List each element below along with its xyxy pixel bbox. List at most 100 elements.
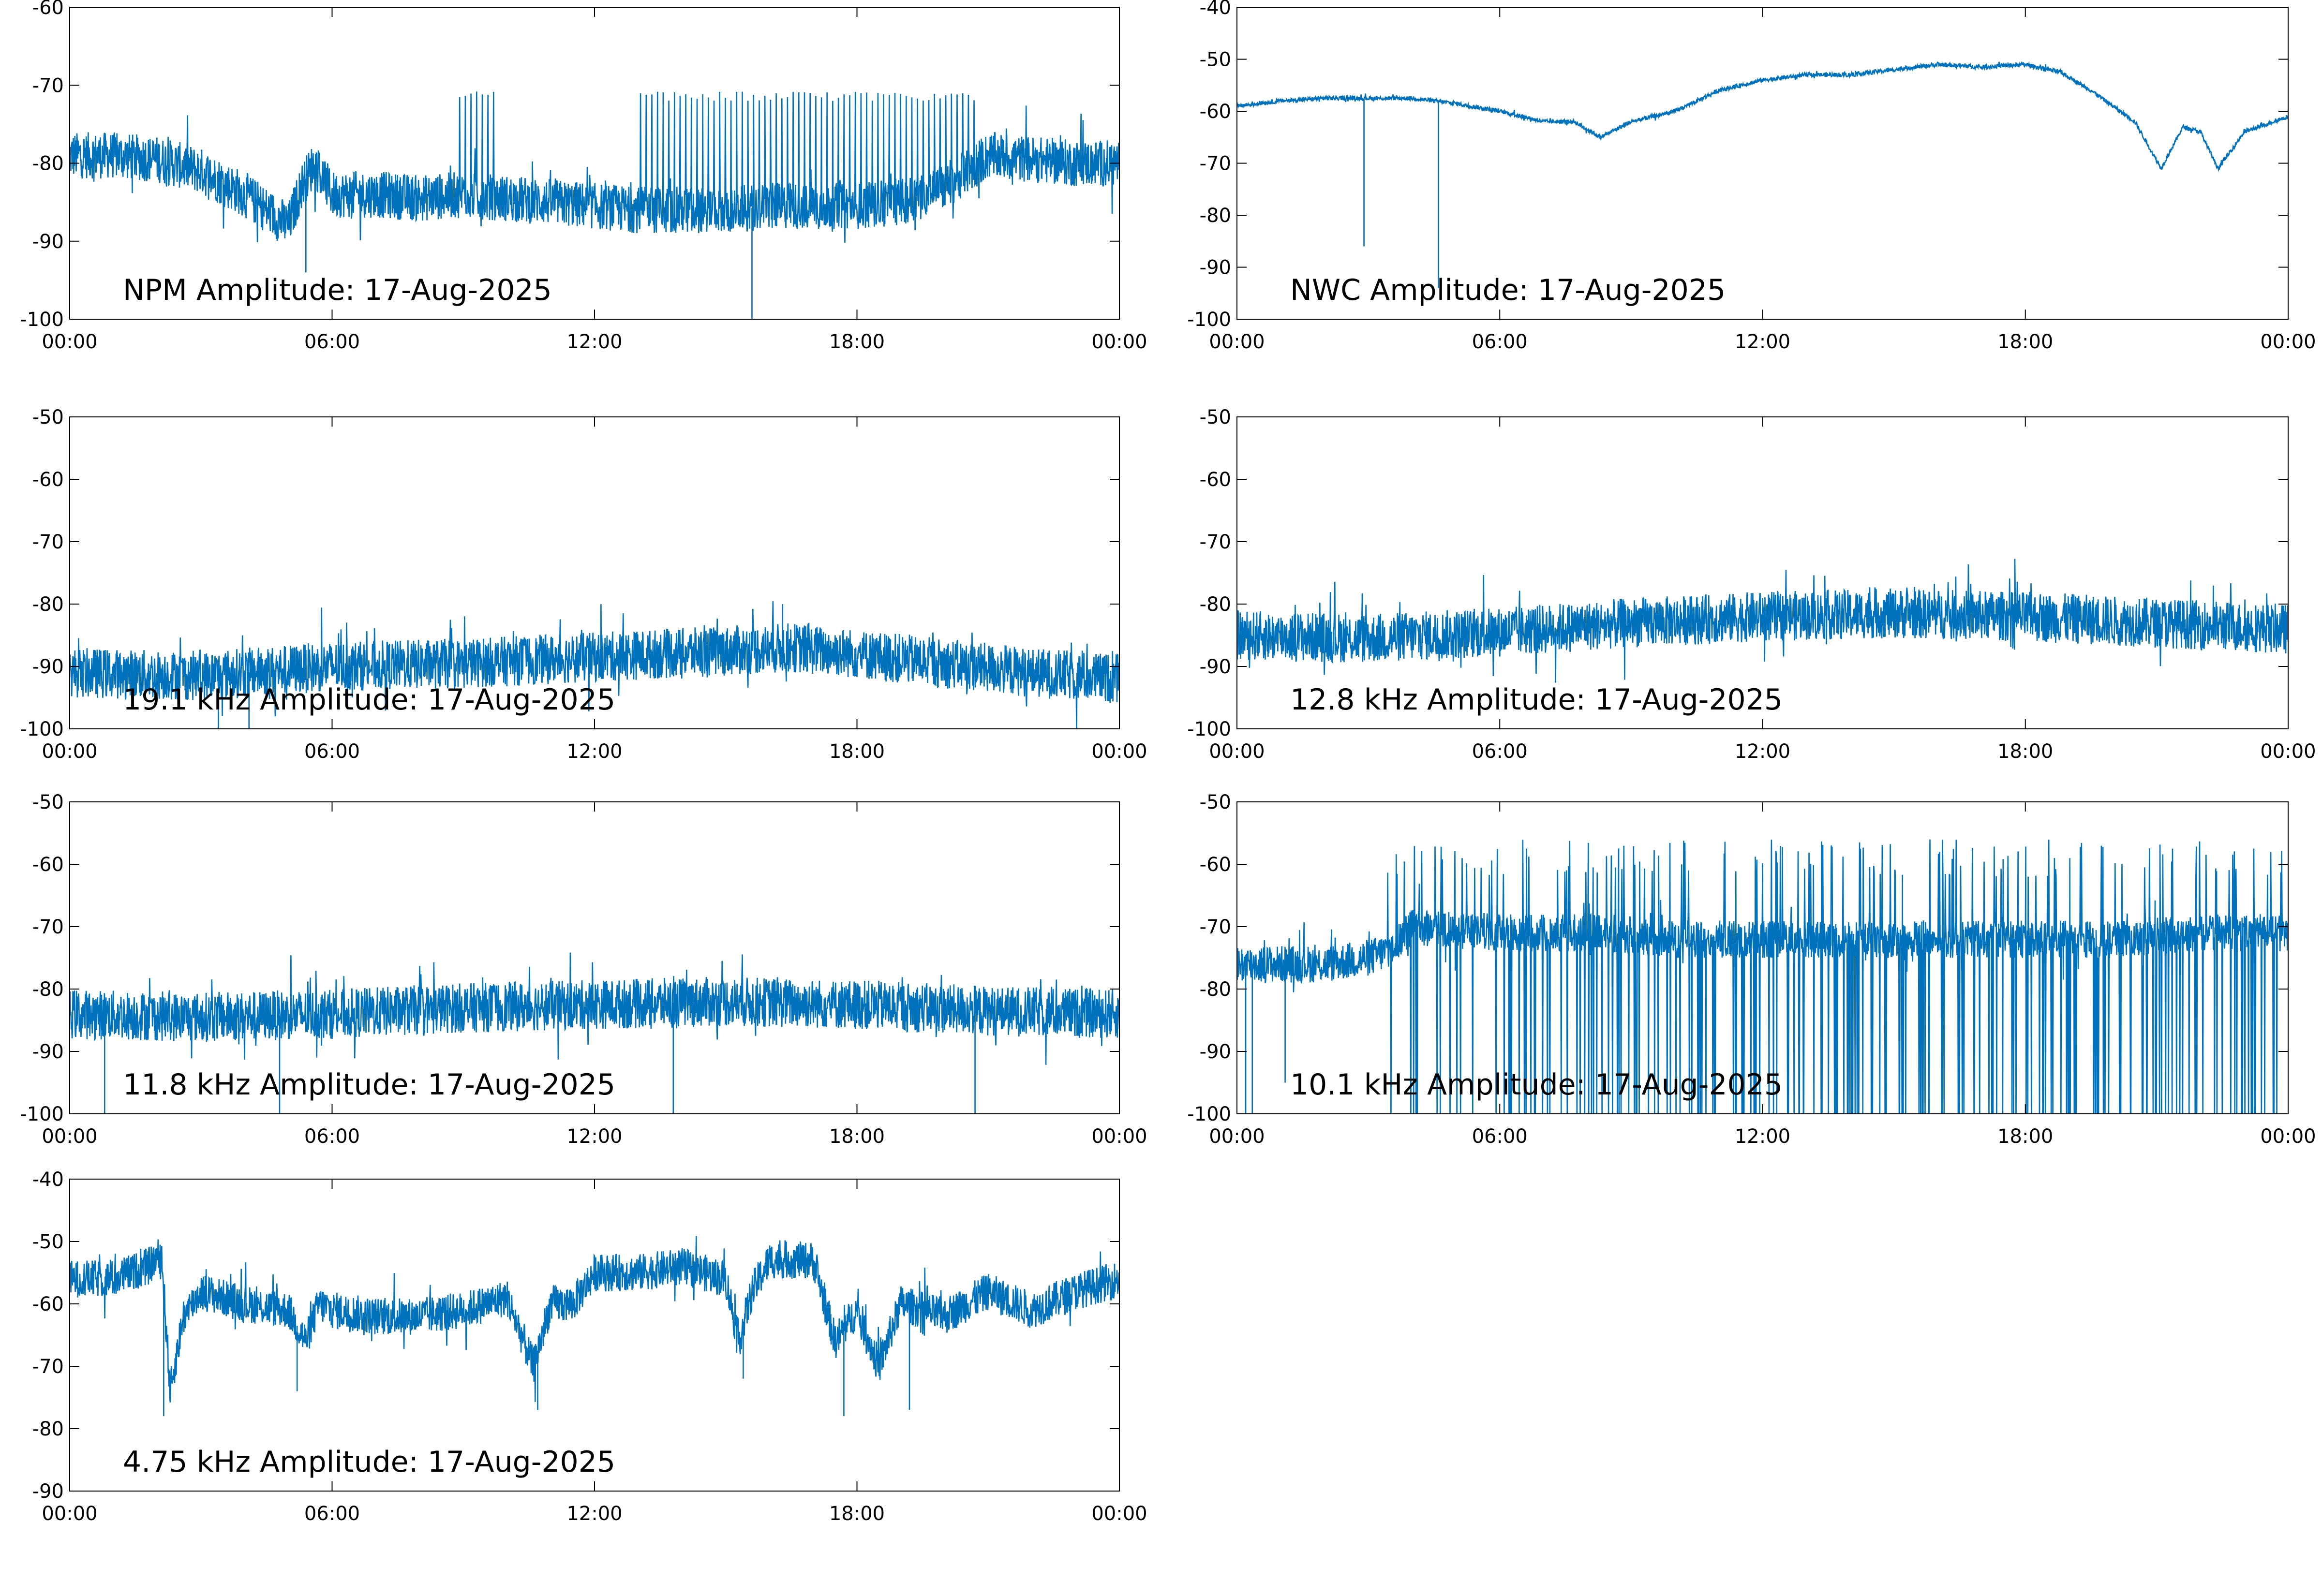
y-tick-label: -90 xyxy=(32,1041,64,1063)
series-line xyxy=(1237,559,2288,683)
x-tick-label: 00:00 xyxy=(2260,740,2316,763)
x-tick-label: 00:00 xyxy=(1091,1503,1147,1525)
chart-title: 4.75 kHz Amplitude: 17-Aug-2025 xyxy=(123,1445,615,1479)
x-tick-label: 06:00 xyxy=(1472,331,1528,353)
x-tick-label: 06:00 xyxy=(1472,1125,1528,1148)
y-tick-label: -90 xyxy=(1200,257,1231,279)
y-tick-label: -80 xyxy=(32,978,64,1001)
x-tick-label: 06:00 xyxy=(1472,740,1528,763)
x-tick-label: 12:00 xyxy=(566,1125,622,1148)
series-line xyxy=(70,601,1119,729)
y-tick-label: -80 xyxy=(32,593,64,616)
y-tick-label: -90 xyxy=(32,231,64,253)
x-tick-label: 00:00 xyxy=(1209,1125,1265,1148)
x-tick-label: 18:00 xyxy=(829,740,885,763)
x-tick-label: 00:00 xyxy=(42,1125,97,1148)
y-tick-label: -50 xyxy=(1200,406,1231,429)
y-tick-label: -100 xyxy=(1187,309,1231,331)
y-tick-label: -50 xyxy=(1200,791,1231,813)
y-tick-label: -60 xyxy=(32,0,64,19)
x-tick-label: 00:00 xyxy=(2260,331,2316,353)
y-tick-label: -70 xyxy=(1200,531,1231,553)
y-tick-label: -100 xyxy=(20,309,64,331)
y-tick-label: -100 xyxy=(20,1103,64,1125)
chart-panel-6: 00:00 06:00 12:00 18:00 00:00-100-90-80-70-6… xyxy=(1187,791,2316,1148)
chart-panel-1: 00:00 06:00 12:00 18:00 00:00-100-90-80-70-6… xyxy=(20,0,1147,353)
x-tick-label: 00:00 xyxy=(42,331,97,353)
y-tick-label: -70 xyxy=(1200,153,1231,175)
x-tick-label: 00:00 xyxy=(1091,740,1147,763)
x-tick-label: 00:00 xyxy=(42,1503,97,1525)
x-tick-label: 06:00 xyxy=(304,331,360,353)
y-tick-label: -40 xyxy=(1200,0,1231,19)
chart-panel-4: 00:00 06:00 12:00 18:00 00:00-100-90-80-70-6… xyxy=(1187,406,2316,763)
x-tick-label: 12:00 xyxy=(566,1503,622,1525)
y-tick-label: -60 xyxy=(1200,854,1231,876)
y-tick-label: -70 xyxy=(32,74,64,97)
x-tick-label: 06:00 xyxy=(304,1503,360,1525)
x-tick-label: 12:00 xyxy=(566,331,622,353)
y-tick-label: -80 xyxy=(1200,978,1231,1001)
y-tick-label: -50 xyxy=(1200,49,1231,71)
x-tick-label: 18:00 xyxy=(1997,1125,2053,1148)
axes-box xyxy=(1236,7,2289,320)
x-tick-label: 00:00 xyxy=(1209,740,1265,763)
x-tick-label: 12:00 xyxy=(566,740,622,763)
y-tick-label: -90 xyxy=(32,656,64,678)
y-tick-label: -50 xyxy=(32,791,64,813)
y-tick-label: -70 xyxy=(32,531,64,553)
x-tick-label: 00:00 xyxy=(1091,1125,1147,1148)
y-tick-label: -100 xyxy=(1187,718,1231,740)
x-tick-label: 00:00 xyxy=(1209,331,1265,353)
y-tick-label: -50 xyxy=(32,406,64,429)
axes-box xyxy=(1236,416,2289,729)
y-tick-label: -60 xyxy=(1200,101,1231,123)
y-tick-label: -100 xyxy=(20,718,64,740)
chart-panel-3: 00:00 06:00 12:00 18:00 00:00-100-90-80-70-6… xyxy=(20,406,1147,763)
y-tick-label: -100 xyxy=(1187,1103,1231,1125)
x-tick-label: 18:00 xyxy=(1997,740,2053,763)
x-tick-label: 18:00 xyxy=(1997,331,2053,353)
x-tick-label: 06:00 xyxy=(304,740,360,763)
y-tick-label: -80 xyxy=(1200,205,1231,227)
y-tick-label: -60 xyxy=(32,854,64,876)
y-tick-label: -70 xyxy=(1200,916,1231,938)
axes-box xyxy=(69,801,1120,1114)
x-tick-label: 18:00 xyxy=(829,331,885,353)
x-tick-label: 12:00 xyxy=(1735,331,1790,353)
y-tick-label: -80 xyxy=(1200,593,1231,616)
y-tick-label: -60 xyxy=(1200,469,1231,491)
series-line xyxy=(1237,61,2288,288)
chart-title: NWC Amplitude: 17-Aug-2025 xyxy=(1290,273,1726,307)
y-tick-label: -40 xyxy=(32,1168,64,1191)
x-tick-label: 00:00 xyxy=(42,740,97,763)
series-line xyxy=(70,1236,1119,1417)
chart-title: 12.8 kHz Amplitude: 17-Aug-2025 xyxy=(1290,683,1783,717)
x-tick-label: 12:00 xyxy=(1735,1125,1790,1148)
x-tick-label: 12:00 xyxy=(1735,740,1790,763)
chart-title: NPM Amplitude: 17-Aug-2025 xyxy=(123,273,552,307)
y-tick-label: -90 xyxy=(32,1480,64,1503)
series-line xyxy=(70,91,1119,319)
chart-panel-2: 00:00 06:00 12:00 18:00 00:00-100-90-80-70-6… xyxy=(1187,0,2316,353)
chart-title: 19.1 kHz Amplitude: 17-Aug-2025 xyxy=(123,683,615,717)
series-line xyxy=(1237,839,2288,1114)
y-tick-label: -70 xyxy=(32,1356,64,1378)
x-tick-label: 00:00 xyxy=(1091,331,1147,353)
chart-title: 10.1 kHz Amplitude: 17-Aug-2025 xyxy=(1290,1068,1783,1102)
chart-panel-5: 00:00 06:00 12:00 18:00 00:00-100-90-80-70-6… xyxy=(20,791,1147,1148)
chart-panel-7: 00:00 06:00 12:00 18:00 00:00-90-80-70-60-50… xyxy=(32,1168,1147,1525)
x-tick-label: 00:00 xyxy=(2260,1125,2316,1148)
y-tick-label: -60 xyxy=(32,469,64,491)
x-tick-label: 18:00 xyxy=(829,1125,885,1148)
y-tick-label: -80 xyxy=(32,153,64,175)
chart-title: 11.8 kHz Amplitude: 17-Aug-2025 xyxy=(123,1068,615,1102)
x-tick-label: 18:00 xyxy=(829,1503,885,1525)
y-tick-label: -70 xyxy=(32,916,64,938)
y-tick-label: -90 xyxy=(1200,1041,1231,1063)
y-tick-label: -50 xyxy=(32,1231,64,1253)
axes-box xyxy=(69,1179,1120,1492)
y-tick-label: -80 xyxy=(32,1418,64,1440)
x-tick-label: 06:00 xyxy=(304,1125,360,1148)
